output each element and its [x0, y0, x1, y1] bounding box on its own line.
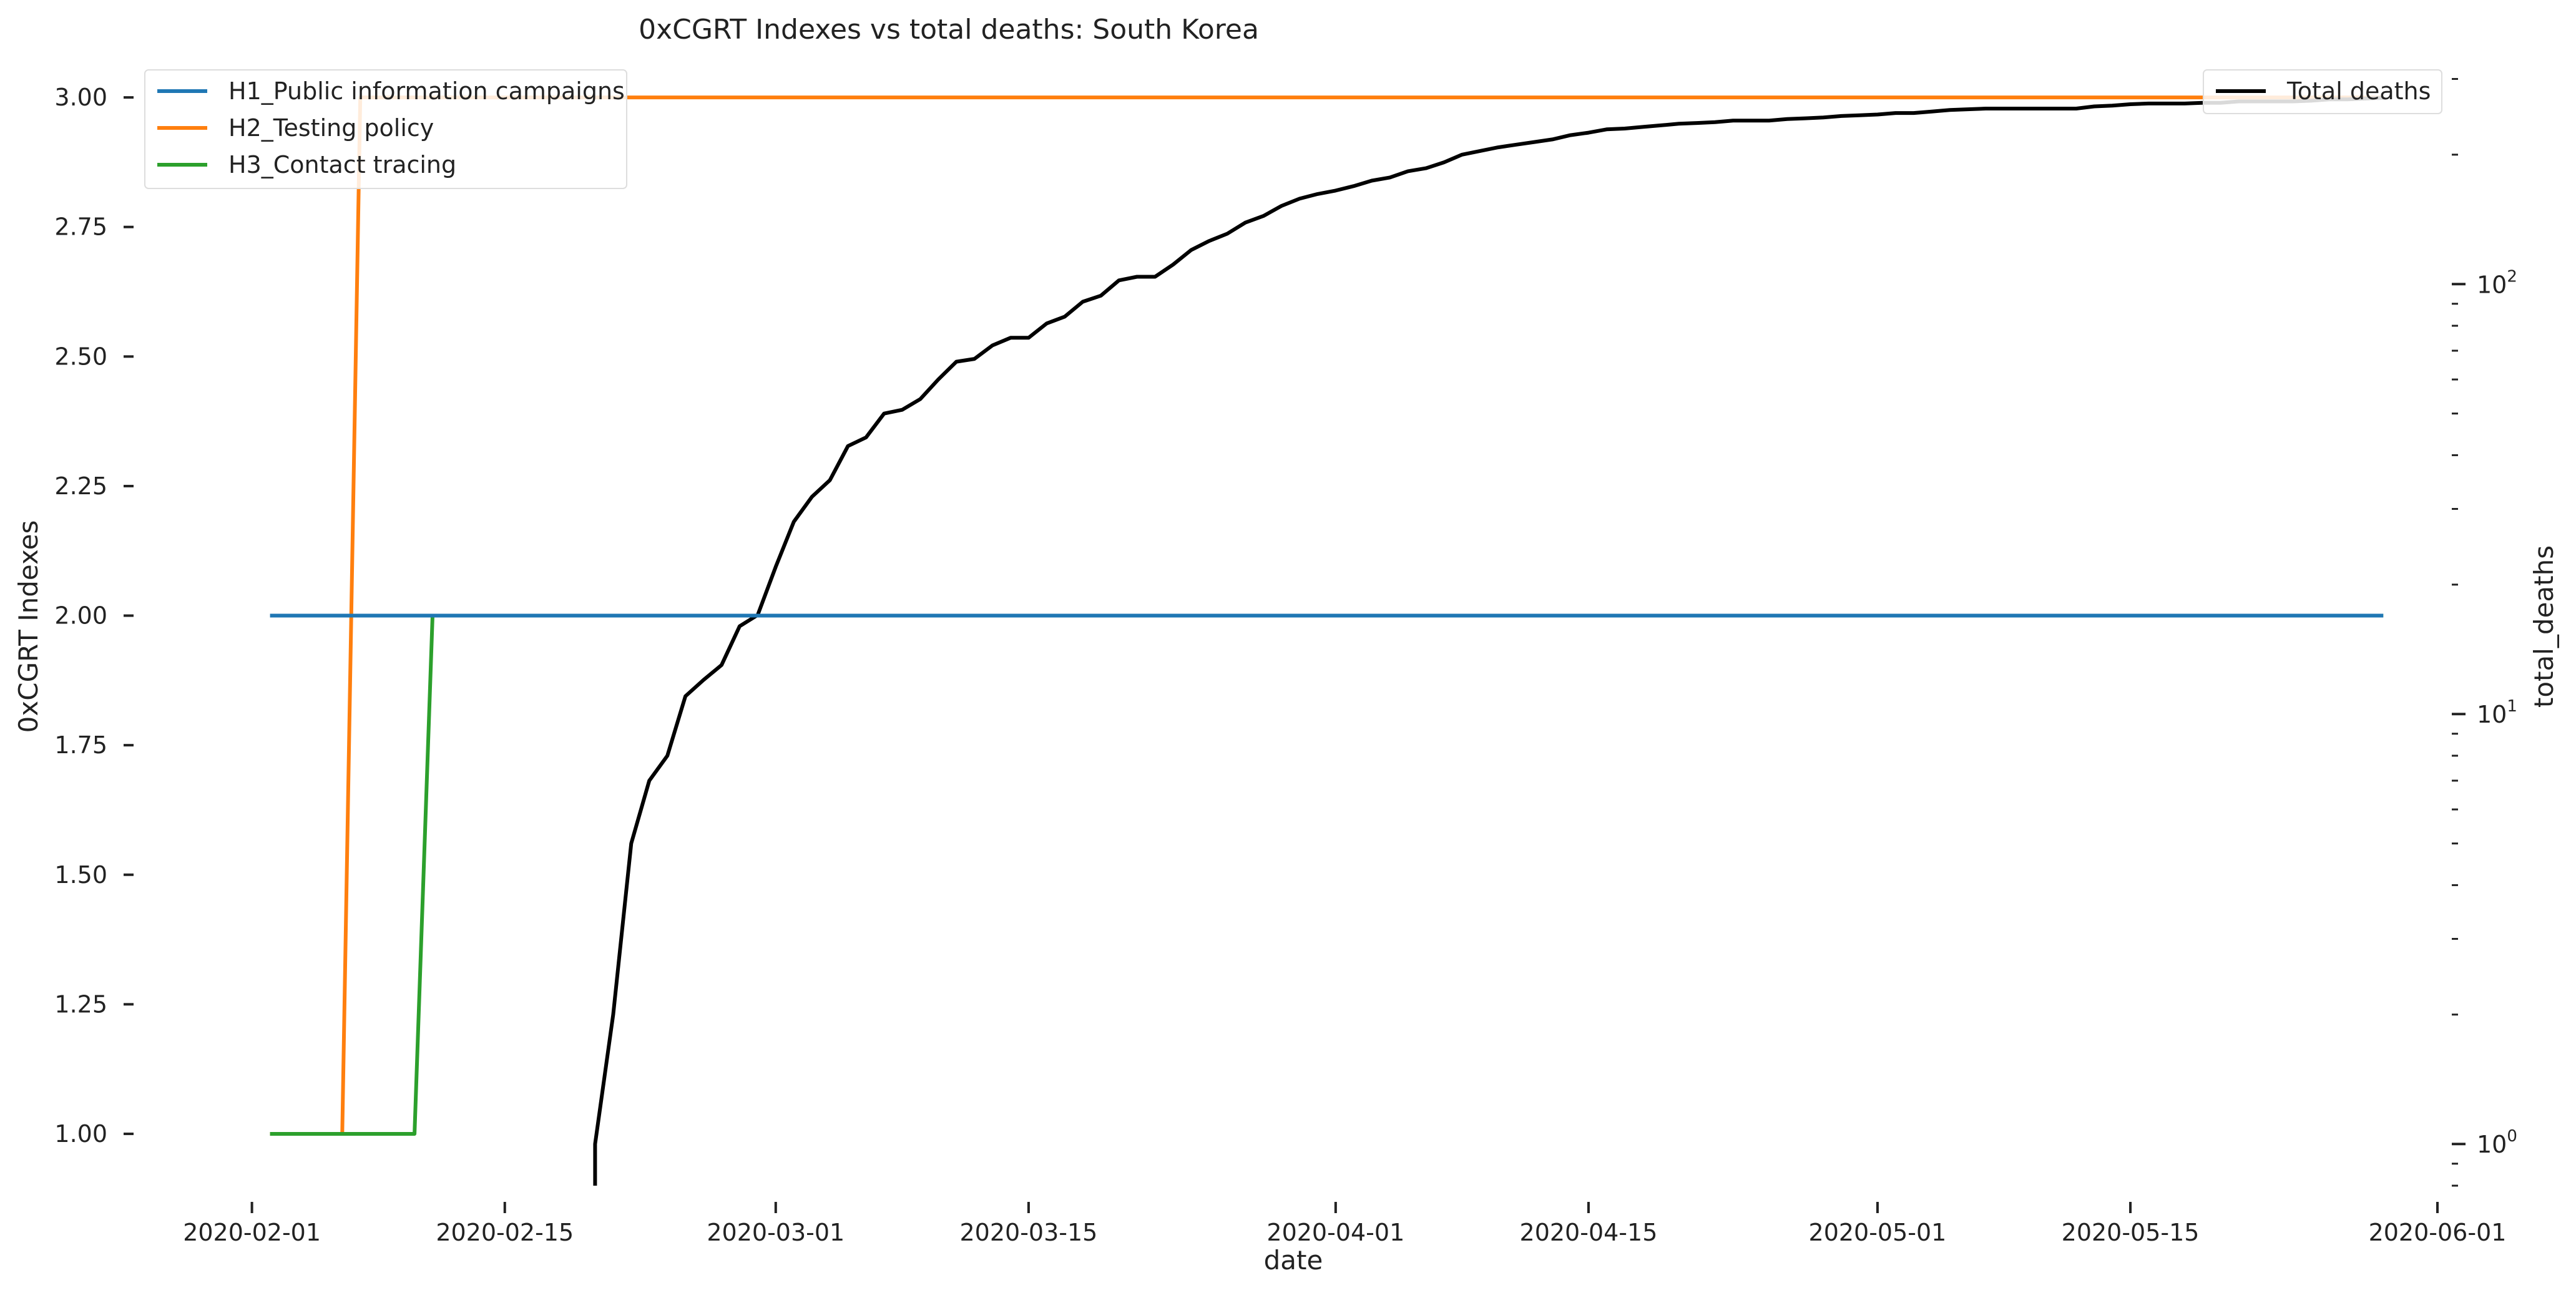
x-tick-label: 2020-04-15	[1520, 1219, 1658, 1246]
legend-label: H2_Testing policy	[228, 114, 434, 142]
x-tick-label: 2020-04-01	[1266, 1219, 1404, 1246]
series-line-total-deaths	[593, 95, 2384, 1186]
x-tick-label: 2020-05-15	[2062, 1219, 2200, 1246]
legend-left: H1_Public information campaigns H2_Testin…	[144, 69, 627, 189]
y-axis-left: 1.00 1.25 1.50 1.75 2.00 2.25 2.50 2.75 3.00	[54, 84, 134, 1148]
chart-title: 0xCGRT Indexes vs total deaths: South Ko…	[639, 14, 1259, 46]
x-axis: 2020-02-01 2020-02-15 2020-03-01 2020-03-15…	[183, 1202, 2506, 1246]
x-tick-label: 2020-05-01	[1809, 1219, 1947, 1246]
y-left-tick-label: 2.00	[54, 602, 107, 630]
x-tick-label: 2020-03-15	[959, 1219, 1097, 1246]
legend-label: Total deaths	[2286, 77, 2431, 105]
y-right-tick-label: 102	[2477, 267, 2517, 298]
x-tick-label: 2020-02-15	[436, 1219, 574, 1246]
y-left-tick-label: 1.25	[54, 990, 107, 1018]
y-axis-right-label: total_deaths	[2529, 545, 2559, 708]
x-axis-label: date	[1264, 1245, 1323, 1276]
legend-label: H3_Contact tracing	[228, 151, 456, 178]
x-tick-label: 2020-03-01	[707, 1219, 845, 1246]
y-left-tick-label: 3.00	[54, 84, 107, 111]
plot-lines	[270, 95, 2384, 1186]
legend-right: Total deaths	[2203, 69, 2442, 114]
y-right-tick-label: 101	[2477, 697, 2517, 728]
y-axis-left-label: 0xCGRT Indexes	[13, 520, 44, 733]
y-left-tick-label: 1.75	[54, 731, 107, 759]
legend-left-box	[144, 69, 627, 189]
y-left-tick-label: 1.50	[54, 861, 107, 889]
y-axis-right: 100 101 102	[2452, 78, 2517, 1187]
y-left-tick-label: 2.25	[54, 472, 107, 500]
x-tick-label: 2020-02-01	[183, 1219, 321, 1246]
y-right-tick-label: 100	[2477, 1127, 2517, 1158]
legend-right-box	[2203, 69, 2442, 114]
y-left-tick-label: 1.00	[54, 1120, 107, 1148]
y-left-tick-label: 2.75	[54, 213, 107, 241]
legend-label: H1_Public information campaigns	[228, 77, 625, 105]
y-left-tick-label: 2.50	[54, 343, 107, 370]
x-tick-label: 2020-06-01	[2369, 1219, 2507, 1246]
